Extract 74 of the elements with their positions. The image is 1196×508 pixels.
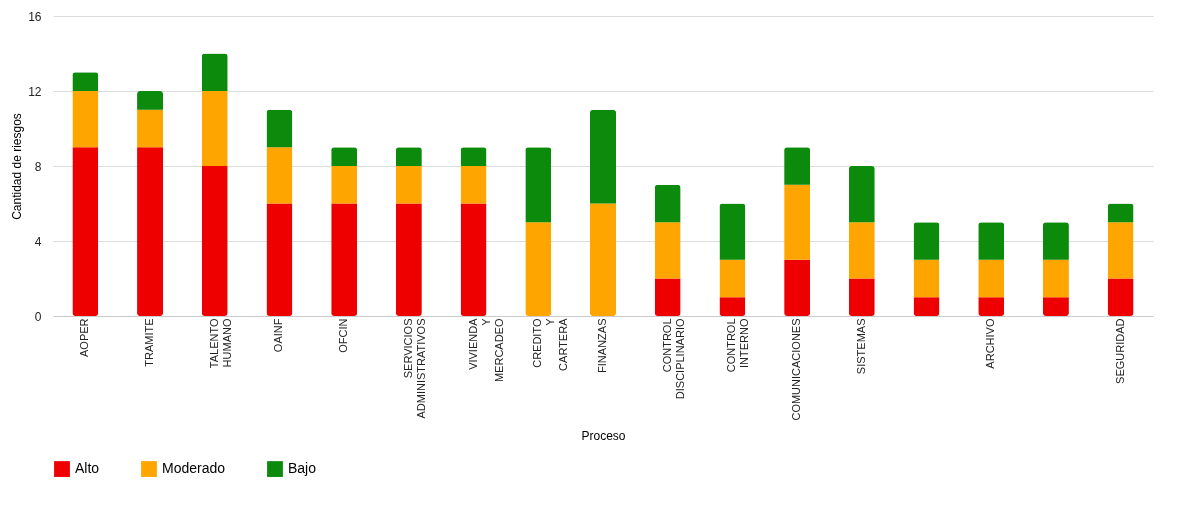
x-axis-title: Proceso (581, 428, 626, 443)
bar (913, 222, 940, 260)
legend-label: Alto (75, 460, 100, 477)
bar (978, 222, 1005, 260)
bar (784, 259, 811, 316)
x-tick-label: ARCHIVO (984, 318, 997, 369)
bar (460, 147, 487, 166)
bar (590, 203, 616, 316)
bar (913, 259, 940, 298)
bar (460, 166, 487, 204)
bar (525, 222, 552, 316)
bar (848, 222, 875, 279)
x-tick-label: VIVIENDA Y MERCADEO (466, 317, 505, 383)
legend-label: Moderado (162, 460, 226, 477)
x-tick-label: CONTROL DISCIPLINARIO (660, 318, 686, 400)
bar (72, 91, 99, 148)
x-tick-label: AOPER (78, 318, 91, 358)
x-tick-label: OAINF (272, 318, 285, 353)
x-tick-label: FINANZAS (596, 318, 608, 373)
bar (201, 91, 228, 166)
bar (1042, 222, 1069, 260)
y-tick-label: 12 (28, 84, 42, 99)
y-tick-label: 8 (34, 159, 42, 174)
bar (137, 91, 164, 110)
bar (137, 147, 164, 316)
bar (784, 147, 811, 185)
bar (654, 184, 681, 223)
bar (1042, 297, 1069, 316)
bar (590, 109, 616, 204)
bar (654, 278, 681, 316)
x-tick-label: SISTEMAS (854, 318, 867, 375)
bar (395, 147, 422, 166)
bar (72, 147, 99, 316)
bar (1107, 278, 1134, 316)
bar (525, 147, 552, 223)
bar (654, 222, 681, 279)
x-tick-label: CONTROL INTERNO (725, 318, 751, 373)
bar (72, 72, 99, 91)
bar (1107, 222, 1134, 279)
bar (719, 259, 746, 298)
bar (848, 278, 875, 316)
bar (331, 166, 358, 204)
x-tick-label: SEGURIDAD (1113, 318, 1126, 384)
bar (719, 297, 746, 316)
y-tick-label: 0 (34, 309, 42, 324)
bar (913, 297, 940, 316)
x-tick-label: CREDITO Y CARTERA (531, 317, 570, 371)
bar (719, 203, 746, 260)
y-tick-label: 4 (34, 234, 42, 249)
bar (331, 203, 358, 316)
bar (1042, 259, 1069, 298)
x-tick-label: OFCIN (337, 318, 350, 353)
bar (978, 297, 1005, 316)
bar (395, 203, 422, 316)
bar (137, 109, 164, 148)
bar (395, 166, 422, 204)
y-axis-title: Cantidad de riesgos (10, 113, 25, 220)
legend-label: Bajo (288, 460, 317, 477)
bar (1107, 203, 1134, 223)
bar (266, 109, 293, 148)
bar (266, 147, 293, 204)
x-tick-label: SERVICIOS ADMINISTRATIVOS (401, 318, 427, 419)
y-tick-label: 16 (28, 9, 42, 24)
bar (331, 147, 358, 166)
bar (201, 166, 228, 316)
x-tick-label: TALENTO HUMANO (207, 318, 233, 369)
bar (784, 184, 811, 260)
bar (460, 203, 487, 316)
bar (266, 203, 293, 316)
x-tick-label: COMUNICACIONES (790, 318, 803, 421)
bar (201, 53, 228, 91)
bar (848, 166, 875, 223)
bar (978, 259, 1005, 298)
x-tick-label: TRAMITE (143, 318, 156, 367)
